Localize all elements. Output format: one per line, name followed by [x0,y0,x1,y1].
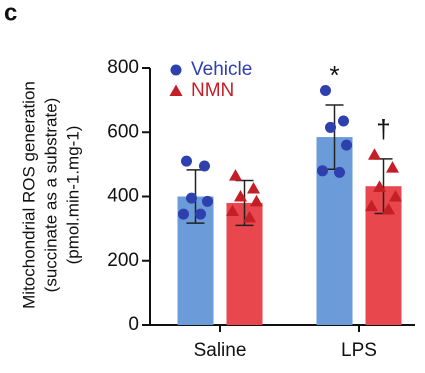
legend-marker [170,64,182,76]
data-point [250,194,263,207]
x-tick-label: LPS [341,340,377,361]
annotation: † [376,114,390,144]
data-point [320,84,331,96]
data-point [226,204,239,216]
y-tick-label: 200 [107,250,139,271]
annotation: * [329,60,339,90]
y-tick-label: 600 [107,121,139,142]
y-tick-label: 800 [107,57,139,78]
data-point [181,155,192,167]
data-point [229,169,242,181]
data-point [373,180,386,192]
data-point [382,202,395,215]
data-point [243,210,256,223]
data-point [234,190,247,202]
data-point [195,208,206,220]
y-axis-title: Mitochondrial ROS generation (succinate … [19,81,82,309]
data-point [341,139,352,151]
data-point [368,148,381,160]
data-point [389,190,402,202]
y-label-line: (pmol.min-1.mg-1) [63,126,82,265]
legend-marker [169,84,183,96]
data-point [199,160,210,172]
data-point [338,115,349,127]
panel-label: c [4,0,17,26]
data-point [317,165,328,177]
data-point [178,208,189,220]
data-point [365,199,378,212]
y-label-line: (succinate as a substrate) [41,98,60,293]
y-tick-label: 400 [107,186,139,207]
data-point [386,161,399,173]
y-tick-label: 0 [128,314,139,335]
data-point [202,195,213,207]
data-point [186,192,197,204]
y-label-line: Mitochondrial ROS generation [19,81,38,309]
data-point [334,166,345,178]
data-point [325,121,336,133]
x-tick-label: Saline [194,340,247,361]
legend-label: NMN [191,80,234,101]
data-point [247,181,260,194]
legend-label: Vehicle [191,59,252,80]
